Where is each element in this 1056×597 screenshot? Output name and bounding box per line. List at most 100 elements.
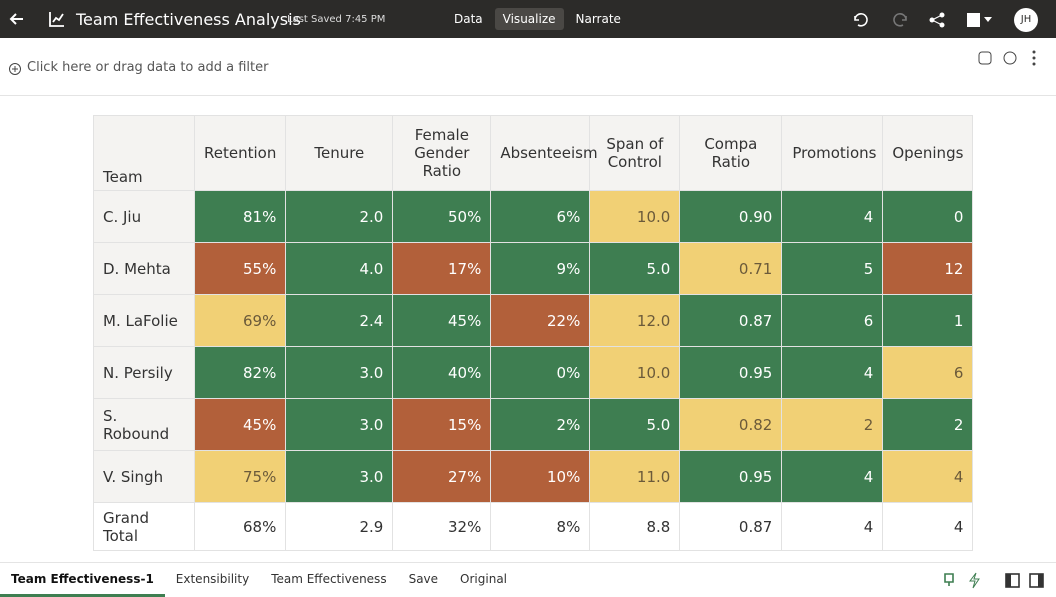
data-cell: 5.0 — [589, 398, 681, 451]
column-header: Female Gender Ratio — [414, 126, 470, 180]
view-tab[interactable]: Data — [454, 12, 483, 26]
table-row: V. Singh 75% 3.0 27% 10% 11.0 0.95 4 4 — [93, 450, 974, 503]
data-cell: 2.4 — [285, 294, 394, 347]
row-label: M. LaFolie — [93, 294, 195, 347]
column-header: Tenure — [314, 144, 365, 162]
data-cell: 9% — [490, 242, 591, 295]
data-cell: 2 — [882, 398, 974, 451]
row-label: N. Persily — [93, 346, 195, 399]
back-button[interactable] — [8, 10, 26, 28]
data-cell: 15% — [392, 398, 492, 451]
data-cell: 10% — [490, 450, 591, 503]
data-cell: 4.0 — [285, 242, 394, 295]
total-cell: 2.9 — [285, 502, 394, 551]
data-cell: 0.71 — [679, 242, 783, 295]
footer: Team Effectiveness-1 Extensibility Team Ef… — [0, 562, 1056, 597]
column-header-cell: Retention — [193, 115, 287, 191]
table-row: D. Mehta 55% 4.0 17% 9% 5.0 0.71 5 12 — [93, 242, 974, 295]
table-row: N. Persily 82% 3.0 40% 0% 10.0 0.95 4 6 — [93, 346, 974, 399]
saved-status: Last Saved 7:45 PM — [287, 14, 386, 25]
footer-icons[interactable] — [940, 571, 1048, 589]
data-cell: 3.0 — [285, 450, 394, 503]
table-row: M. LaFolie 69% 2.4 45% 22% 12.0 0.87 6 1 — [93, 294, 974, 347]
data-cell: 17% — [392, 242, 492, 295]
toolbar-icons[interactable] — [852, 11, 1022, 29]
total-cell: 0.87 — [679, 502, 783, 551]
data-cell: 6 — [781, 294, 884, 347]
column-header-cell: Span of Control — [589, 115, 681, 191]
data-cell: 0.90 — [679, 190, 783, 243]
avatar[interactable]: JH — [1014, 8, 1038, 32]
column-header: Openings — [892, 144, 964, 162]
data-cell: 10.0 — [589, 190, 681, 243]
data-cell: 5 — [781, 242, 884, 295]
canvas-tab[interactable]: Save — [408, 572, 439, 586]
data-cell: 5.0 — [589, 242, 681, 295]
table-row: C. Jiu 81% 2.0 50% 6% 10.0 0.90 4 0 — [93, 190, 974, 243]
data-cell: 1 — [882, 294, 974, 347]
data-cell: 3.0 — [285, 398, 394, 451]
column-header-cell: Absenteeism — [490, 115, 598, 191]
data-cell: 12 — [882, 242, 974, 295]
data-cell: 27% — [392, 450, 492, 503]
table-row: S. Robound 45% 3.0 15% 2% 5.0 0.82 2 2 — [93, 398, 974, 451]
row-label: S. Robound — [93, 398, 195, 451]
filter-bar[interactable]: Click here or drag data to add a filter — [0, 38, 1056, 96]
data-cell: 4 — [781, 450, 884, 503]
total-cell: 8.8 — [589, 502, 681, 551]
data-cell: 2 — [781, 398, 884, 451]
title: Team Effectiveness Analysis — [76, 10, 301, 29]
canvas-tabs: Team Effectiveness-1 Extensibility Team Ef… — [0, 563, 518, 597]
column-header: Promotions — [792, 144, 877, 162]
column-header: Span of Control — [606, 135, 664, 171]
pivot-table: Team Retention Tenure Female Gender Ratio Ab… — [93, 115, 974, 551]
data-cell: 69% — [193, 294, 287, 347]
canvas-tab[interactable]: Original — [460, 572, 508, 586]
data-cell: 81% — [193, 190, 287, 243]
data-cell: 3.0 — [285, 346, 394, 399]
canvas-tab[interactable]: Team Effectiveness — [271, 572, 387, 586]
data-cell: 50% — [392, 190, 492, 243]
column-header-cell: Compa Ratio — [679, 115, 783, 191]
column-header-cell: Openings — [882, 115, 974, 191]
data-cell: 6% — [490, 190, 591, 243]
side-icons[interactable] — [976, 49, 1046, 67]
column-header: Compa Ratio — [704, 135, 758, 171]
column-header: Absenteeism — [500, 144, 598, 162]
data-cell: 0% — [490, 346, 591, 399]
app-icon — [49, 12, 64, 27]
view-tabs: Data Visualize Narrate — [446, 8, 629, 30]
data-cell: 12.0 — [589, 294, 681, 347]
data-cell: 2% — [490, 398, 591, 451]
add-icon — [9, 63, 21, 75]
data-cell: 45% — [392, 294, 492, 347]
data-cell: 0.95 — [679, 346, 783, 399]
column-header: Team — [103, 168, 143, 186]
data-cell: 10.0 — [589, 346, 681, 399]
data-cell: 0.87 — [679, 294, 783, 347]
column-header-cell: Promotions — [781, 115, 884, 191]
top-bar: Team Effectiveness Analysis Last Saved 7… — [0, 0, 1056, 38]
total-cell: 32% — [392, 502, 492, 551]
data-cell: 45% — [193, 398, 287, 451]
view-tab[interactable]: Narrate — [575, 12, 621, 26]
row-label: V. Singh — [93, 450, 195, 503]
canvas-tab[interactable]: Team Effectiveness-1 — [0, 563, 165, 597]
data-cell: 40% — [392, 346, 492, 399]
row-label: D. Mehta — [93, 242, 195, 295]
total-label: Grand Total — [93, 502, 195, 551]
data-cell: 4 — [882, 450, 974, 503]
data-cell: 75% — [193, 450, 287, 503]
data-cell: 0 — [882, 190, 974, 243]
view-tab[interactable]: Visualize — [494, 8, 564, 30]
filter-prompt[interactable]: Click here or drag data to add a filter — [27, 60, 269, 75]
data-cell: 4 — [781, 190, 884, 243]
total-cell: 68% — [193, 502, 287, 551]
canvas-tab[interactable]: Extensibility — [175, 572, 250, 586]
column-header: Retention — [204, 144, 277, 162]
data-cell: 0.82 — [679, 398, 783, 451]
data-cell: 2.0 — [285, 190, 394, 243]
total-cell: 4 — [882, 502, 974, 551]
data-cell: 82% — [193, 346, 287, 399]
